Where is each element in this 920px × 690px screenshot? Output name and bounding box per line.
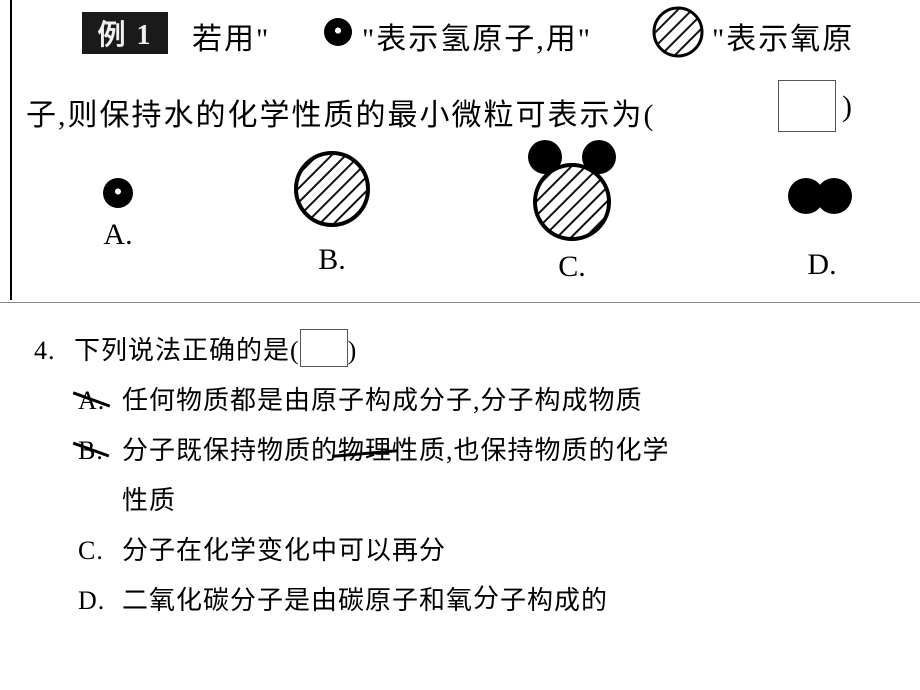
q4-choice-c[interactable]: C.分子在化学变化中可以再分 [78, 526, 894, 576]
q1-line2: 子,则保持水的化学性质的最小微粒可表示为( ) [12, 80, 912, 140]
section-divider [0, 302, 920, 303]
oxygen-atom-icon [532, 162, 612, 247]
option-c[interactable]: C. [482, 140, 662, 284]
q4-choice-a[interactable]: A. 任何物质都是由原子构成分子,分子构成物质 [78, 376, 894, 426]
choice-d-text-pre: 二氧化碳分子是由碳原子和氧 [122, 586, 473, 615]
oxygen-atom-icon [652, 6, 704, 58]
q1-text-before-h: 若用" [192, 14, 270, 58]
choice-a-letter: A. [78, 386, 105, 415]
option-d[interactable]: D. [752, 140, 892, 282]
q1-options-row: A. B. [12, 140, 912, 300]
option-c-figure [512, 140, 632, 240]
option-b-figure [252, 150, 412, 233]
q1-line2-text: 子,则保持水的化学性质的最小微粒可表示为( [26, 90, 656, 134]
choice-d-letter: D. [78, 576, 122, 626]
example-tag: 例 1 [82, 12, 168, 54]
option-a[interactable]: A. [58, 140, 178, 252]
q4-stem-before: 下列说法正确的是( [74, 336, 300, 365]
option-b-label: B. [252, 243, 412, 277]
question-4: 4.下列说法正确的是() A. 任何物质都是由原子构成分子,分子构成物质 B. 分子… [34, 326, 894, 626]
option-a-figure [103, 178, 133, 208]
q1-close-paren: ) [842, 90, 852, 124]
choice-d-split-word: 分 [473, 584, 500, 613]
option-d-figure [782, 168, 862, 238]
q1-answer-blank[interactable] [778, 80, 836, 132]
q1-text-after-o: "表示氧原 [712, 14, 854, 58]
q4-answer-blank[interactable] [300, 329, 348, 367]
choice-c-letter: C. [78, 526, 122, 576]
q4-stem: 4.下列说法正确的是() [34, 326, 894, 376]
choice-b-text-pre: 分子既保持物质的 [122, 436, 338, 465]
choice-c-text: 分子在化学变化中可以再分 [122, 536, 446, 565]
choice-d-text-post: 子构成的 [500, 586, 608, 615]
q4-choice-d[interactable]: D.二氧化碳分子是由碳原子和氧分子构成的 [78, 576, 894, 626]
choice-b-letter: B. [78, 436, 104, 465]
choice-a-text: 任何物质都是由原子构成分子,分子构成物质 [122, 386, 643, 415]
hydrogen-atom-icon [324, 18, 352, 46]
q4-number: 4. [34, 326, 74, 376]
q1-text-after-h: "表示氢原子,用" [362, 14, 592, 58]
choice-b-text-line2: 性质 [122, 476, 894, 526]
hydrogen-atom-icon [816, 178, 852, 214]
question-example-1: 例 1 若用" "表示氢原子,用" "表示氧原 子,则保持水的化学性质的最小微粒… [10, 0, 912, 300]
option-b[interactable]: B. [252, 140, 412, 277]
choice-b-struck-word: 物理 [338, 436, 392, 465]
q4-stem-after: ) [348, 336, 358, 365]
option-d-label: D. [752, 248, 892, 282]
q1-line1: 例 1 若用" "表示氢原子,用" "表示氧原 [12, 0, 912, 70]
choice-b-text-mid: 性质,也保持物质的化学 [392, 436, 670, 465]
page-root: · 例 1 若用" "表示氢原子,用" "表示氧原 子,则保持水的化学性质的最小… [0, 0, 920, 690]
q4-choice-b[interactable]: B. 分子既保持物质的物理性质,也保持物质的化学 性质 [78, 426, 894, 526]
option-c-label: C. [482, 250, 662, 284]
option-a-label: A. [58, 218, 178, 252]
